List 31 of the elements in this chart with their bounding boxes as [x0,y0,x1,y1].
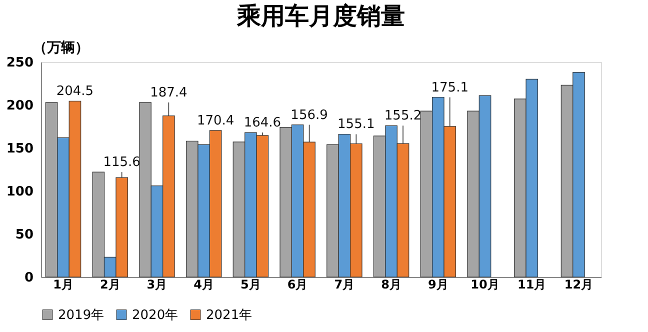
chart-title: 乘用车月度销量 [236,2,405,30]
legend-label: 2021年 [206,308,252,323]
y-tick-label: 200 [6,98,34,114]
x-tick-label: 7月 [334,278,355,292]
x-tick-label: 6月 [287,278,308,292]
y-tick-label: 250 [6,56,34,70]
x-tick-label: 2月 [100,278,120,292]
data-label: 187.4 [150,85,188,100]
y-tick-label: 150 [6,142,34,156]
data-label: 156.9 [290,108,328,123]
x-tick-label: 8月 [381,278,402,292]
x-tick-label: 10月 [470,278,500,292]
y-axis-title: （万辆） [33,40,89,56]
x-tick-label: 1月 [53,278,74,292]
data-label: 175.1 [431,80,468,96]
x-tick-label: 11月 [518,278,546,292]
data-label: 170.4 [196,113,234,128]
y-tick-label: 50 [15,228,34,242]
x-tick-label: 5月 [240,278,261,292]
x-tick-label: 12月 [564,278,594,292]
y-tick-label: 0 [24,270,34,286]
x-tick-label: 4月 [194,278,214,292]
data-label: 155.2 [384,108,422,124]
data-label: 164.6 [244,116,282,131]
x-tick-label: 9月 [428,278,448,292]
x-tick-label: 3月 [146,278,168,292]
y-tick-label: 100 [6,184,34,200]
data-label: 204.5 [56,84,94,100]
legend-label: 2019年 [58,308,104,323]
legend-label: 2020年 [132,308,178,323]
data-label: 155.1 [338,117,375,132]
